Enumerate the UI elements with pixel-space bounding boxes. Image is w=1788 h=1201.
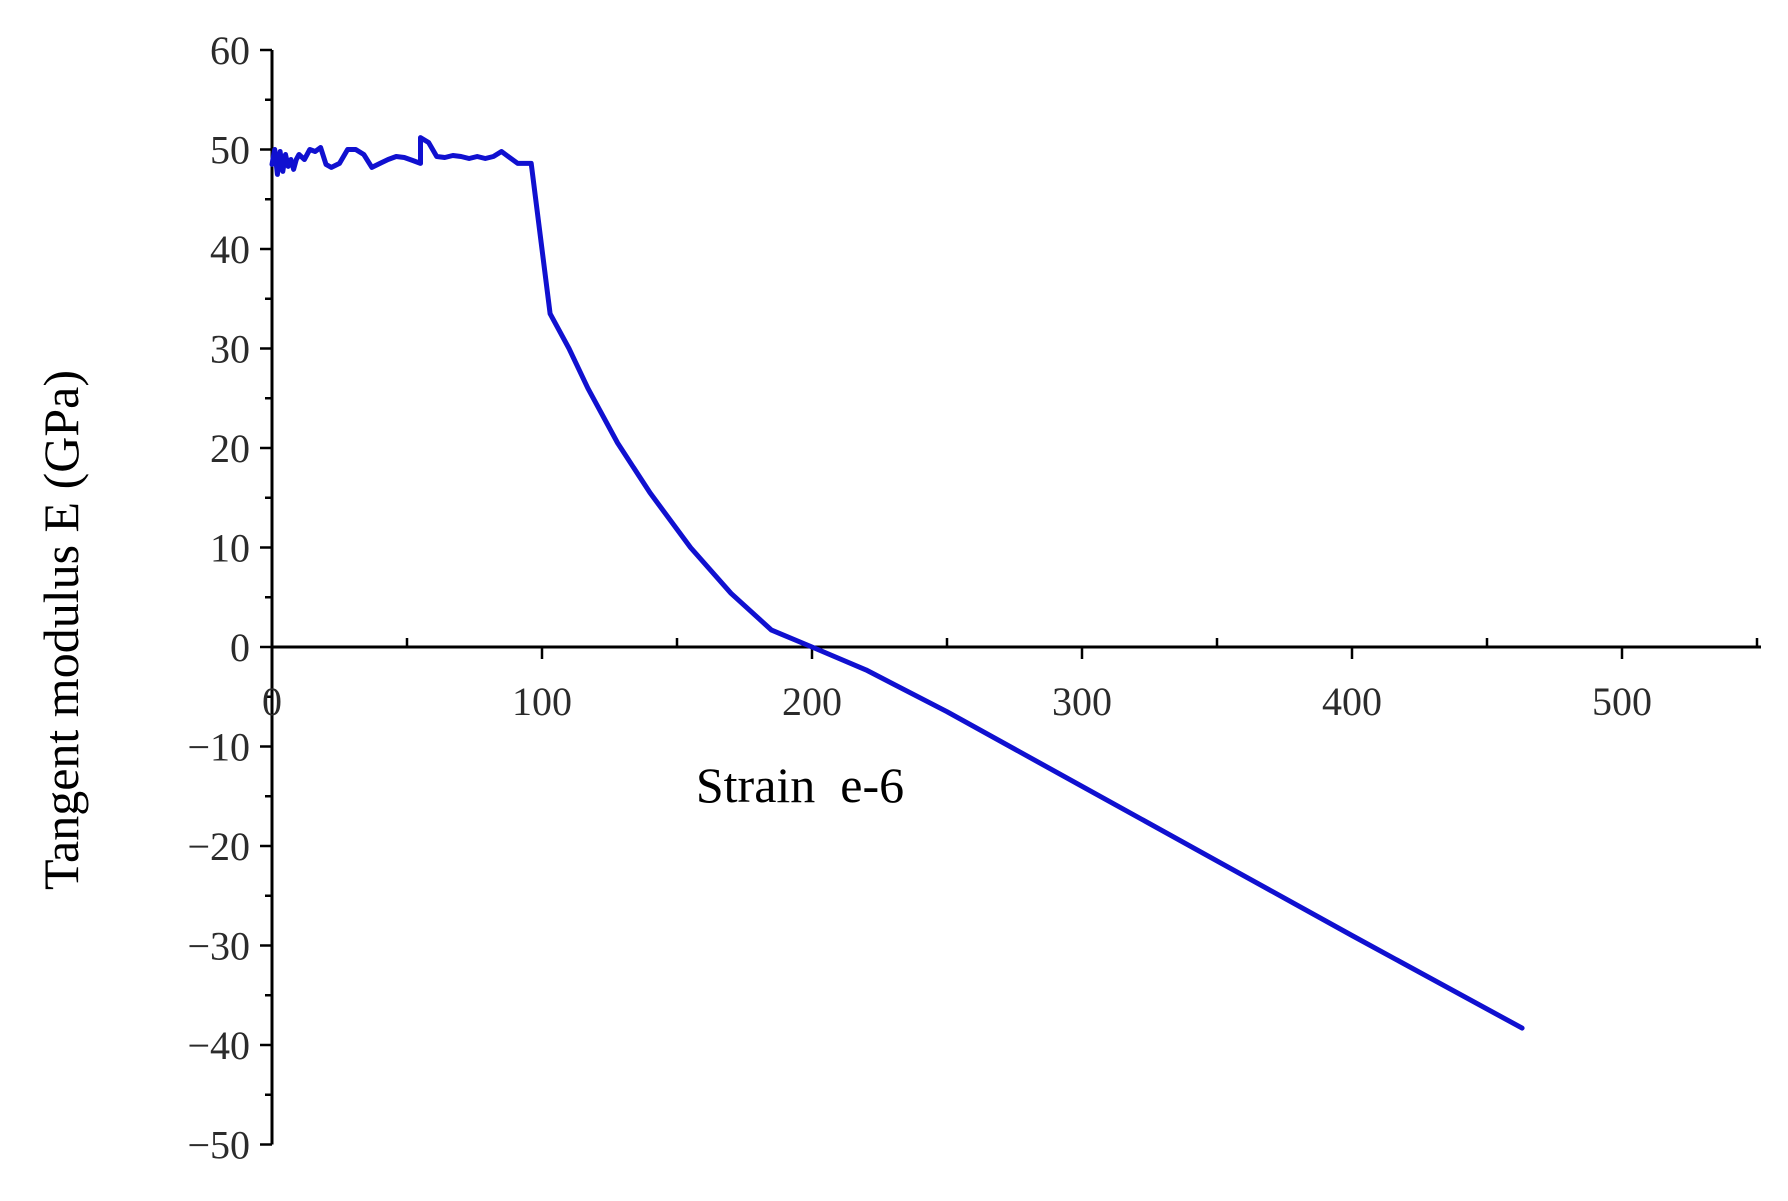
y-tick-label: 20 bbox=[210, 426, 250, 471]
ticks: −50 −40 −30 −20 −10 0 10 20 30 40 50 60 0 100 200 300 40… bbox=[187, 28, 1759, 1168]
y-tick-label: 50 bbox=[210, 128, 250, 173]
x-tick-label: 0 bbox=[262, 679, 282, 724]
y-tick-label: −20 bbox=[187, 824, 250, 869]
y-tick-label: 60 bbox=[210, 28, 250, 73]
y-tick-label: 0 bbox=[230, 625, 250, 670]
y-tick-label: 10 bbox=[210, 526, 250, 571]
y-tick-label: 30 bbox=[210, 327, 250, 372]
y-tick-label: −40 bbox=[187, 1023, 250, 1068]
series-layer bbox=[269, 135, 1525, 1031]
y-axis-title: Tangent modulus E (GPa) bbox=[33, 370, 89, 890]
x-tick-label: 100 bbox=[512, 679, 572, 724]
x-tick-label: 300 bbox=[1052, 679, 1112, 724]
x-tick-label: 400 bbox=[1322, 679, 1382, 724]
axes bbox=[270, 50, 1761, 1145]
x-axis-title: Strain e-6 bbox=[696, 757, 904, 813]
y-tick-label: 40 bbox=[210, 227, 250, 272]
y-tick-label: −30 bbox=[187, 924, 250, 969]
series-line bbox=[269, 135, 1525, 1031]
x-tick-label: 200 bbox=[782, 679, 842, 724]
y-tick-label: −10 bbox=[187, 725, 250, 770]
x-tick-label: 500 bbox=[1592, 679, 1652, 724]
y-tick-label: −50 bbox=[187, 1123, 250, 1168]
